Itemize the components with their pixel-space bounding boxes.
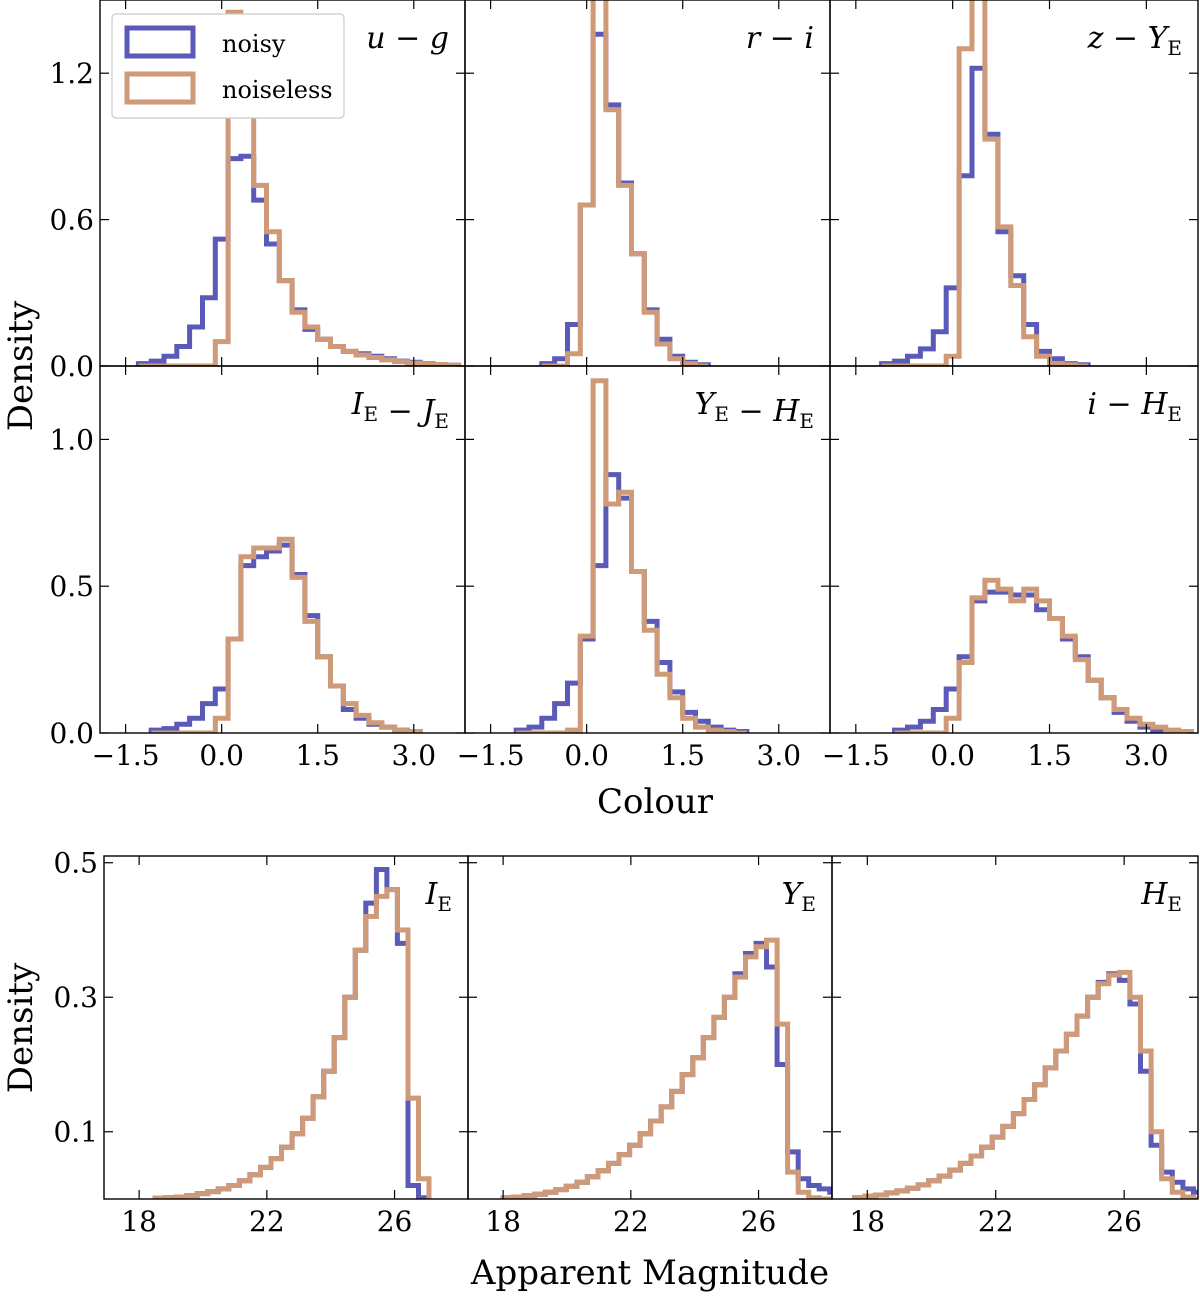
x-tick-label: 22 [613, 1205, 649, 1238]
panel-5: −1.5 0.0 1.5 3.0 i − HE [822, 365, 1199, 772]
y-tick-label: 0.5 [49, 570, 94, 603]
x-tick-label: 18 [121, 1205, 157, 1238]
x-tick-label: 3.0 [392, 739, 437, 772]
panel-title-7: YE [782, 877, 816, 916]
x-tick-label: −1.5 [92, 739, 160, 772]
y-tick-label: 0.3 [53, 981, 98, 1014]
histogram-noisy-1 [539, 31, 711, 366]
y-tick-label: 0.6 [49, 204, 94, 237]
y-tick-label: 1.2 [49, 57, 94, 90]
x-tick-label: 1.5 [1027, 739, 1072, 772]
panel-8: 18 22 26 HE [831, 855, 1199, 1238]
panel-frame-5 [829, 365, 1199, 734]
histogram-noiseless-3 [151, 536, 423, 733]
histogram-noisy-8 [852, 971, 1198, 1199]
histogram-noiseless-1 [541, 0, 709, 366]
panel-1: r − i [464, 0, 831, 367]
panel-title-8: HE [1140, 877, 1182, 916]
x-tick-label: 3.0 [757, 739, 802, 772]
x-tick-label: 0.0 [564, 739, 609, 772]
panel-title-6: IE [425, 877, 452, 916]
histogram-noiseless-4 [516, 378, 747, 733]
legend-swatch-noisy [124, 25, 196, 59]
histogram-noiseless-6 [152, 887, 432, 1199]
x-tick-label: 22 [249, 1205, 285, 1238]
panel-title-4: YE − HE [695, 387, 814, 433]
panel-title-3: IE − JE [351, 387, 449, 433]
legend-label-noiseless: noiseless [222, 76, 333, 104]
panel-title-0: u − g [366, 21, 449, 56]
x-tick-label: 0.0 [199, 739, 244, 772]
histogram-noisy-0 [135, 153, 462, 366]
y-tick-label: 0.0 [49, 717, 94, 750]
x-tick-label: −1.5 [457, 739, 525, 772]
panel-4: −1.5 0.0 1.5 3.0 YE − HE [457, 365, 831, 772]
x-tick-label: 22 [978, 1205, 1014, 1238]
histogram-noisy-5 [892, 589, 1194, 733]
x-tick-label: 26 [741, 1205, 777, 1238]
x-tick-label: 1.5 [295, 739, 340, 772]
panel-6: 0.1 0.3 0.5 18 22 26 IE [53, 847, 469, 1238]
x-tick-label: 26 [1106, 1205, 1142, 1238]
legend-box [111, 13, 345, 119]
x-tick-label: 18 [485, 1205, 521, 1238]
x-tick-label: 3.0 [1124, 739, 1169, 772]
histogram-noiseless-2 [881, 0, 1089, 366]
y-tick-label: 0.5 [53, 847, 98, 880]
panel-title-5: i − HE [1087, 387, 1182, 426]
panel-2: z − YE [829, 0, 1199, 367]
legend-label-noisy: noisy [222, 30, 286, 58]
legend-swatch-noiseless [124, 71, 196, 105]
legend: noisy noiseless [111, 13, 345, 119]
x-axis-label-magnitude: Apparent Magnitude [470, 1253, 829, 1293]
x-tick-label: −1.5 [822, 739, 890, 772]
y-tick-label: 0.1 [53, 1116, 98, 1149]
histogram-noisy-3 [148, 542, 423, 733]
histogram-noiseless-8 [852, 969, 1198, 1199]
panel-7: 18 22 26 YE [467, 855, 833, 1238]
y-axis-label-colour-density: Density [1, 300, 41, 431]
panel-frame-8 [831, 855, 1199, 1200]
panel-3: 0.00.51.0−1.5 0.0 1.5 3.0IE − JE [49, 365, 466, 772]
panel-0: 0.0 0.6 1.2 u − g [49, 0, 466, 383]
x-tick-label: 0.0 [930, 739, 975, 772]
y-tick-label: 0.0 [49, 350, 94, 383]
x-tick-label: 26 [377, 1205, 413, 1238]
panel-title-1: r − i [746, 21, 814, 56]
x-axis-label-colour: Colour [597, 782, 714, 822]
x-tick-label: 1.5 [660, 739, 705, 772]
x-tick-label: 18 [849, 1205, 885, 1238]
y-axis-label-magnitude-density: Density [1, 962, 41, 1093]
panel-title-2: z − YE [1087, 21, 1182, 60]
histogram-noiseless-5 [894, 577, 1194, 733]
histogram-noiseless-7 [500, 937, 832, 1199]
y-tick-label: 1.0 [49, 423, 94, 456]
